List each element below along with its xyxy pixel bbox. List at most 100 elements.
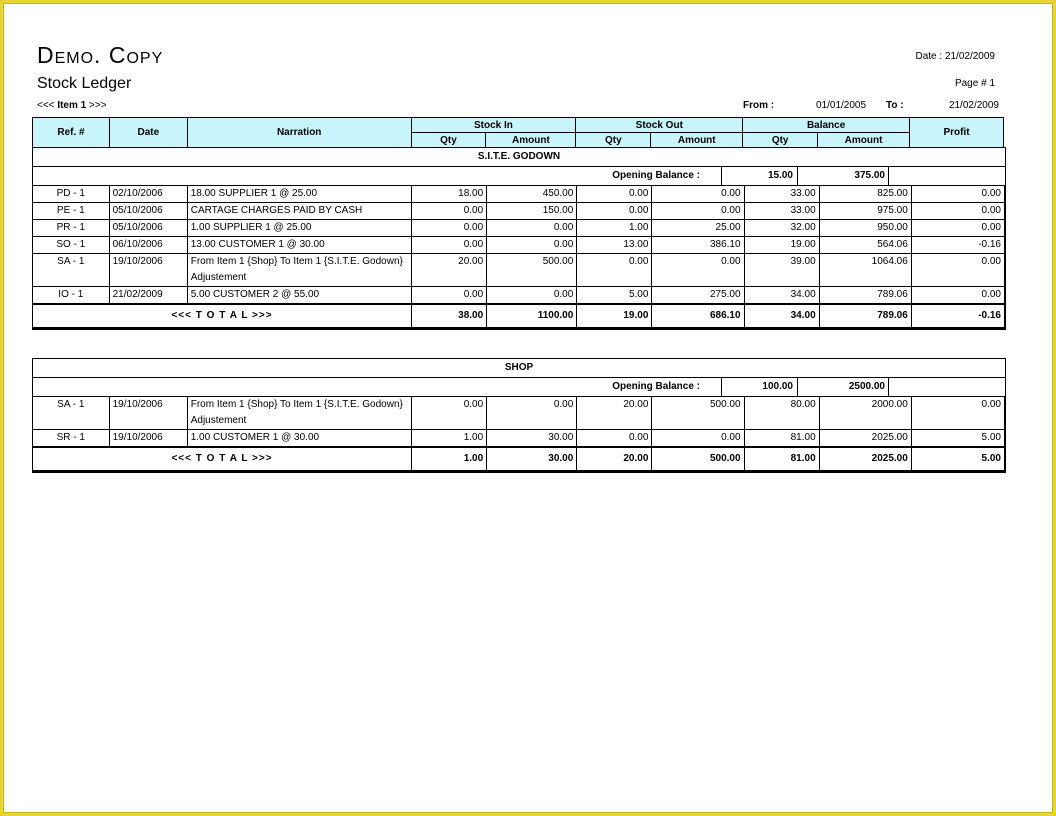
profit-cell: 0.00 [911,253,1006,287]
total-profit: 5.00 [911,446,1006,472]
date-cell: 05/10/2006 [109,202,188,220]
ref-cell: SR - 1 [33,429,110,448]
out-amount-cell: 25.00 [651,219,745,237]
bal-qty-cell: 33.00 [744,202,820,220]
in-amount-cell: 500.00 [486,253,578,287]
in-amount-cell: 30.00 [486,429,578,448]
total-bal-qty: 34.00 [744,303,820,329]
out-qty-cell: 0.00 [576,253,653,287]
out-amount-cell: 0.00 [651,429,745,448]
opening-amount: 375.00 [798,167,889,185]
in-amount-cell: 0.00 [486,236,578,254]
header-in-qty: Qty [410,132,487,148]
profit-cell: -0.16 [911,236,1006,254]
in-amount-cell: 0.00 [486,397,578,430]
header-stock-out: Stock Out [575,117,744,133]
narration-cell: 13.00 CUSTOMER 1 @ 30.00 [187,236,413,254]
total-label: <<< T O T A L >>> [33,303,413,329]
bal-qty-cell: 33.00 [744,186,820,203]
bal-amount-cell: 975.00 [819,202,912,220]
total-out-amount: 500.00 [651,446,745,472]
in-qty-cell: 0.00 [411,236,488,254]
header-out-qty: Qty [575,132,652,148]
in-qty-cell: 20.00 [411,253,488,287]
profit-cell: 5.00 [911,429,1006,448]
out-qty-cell: 0.00 [576,429,653,448]
narration-cell: CARTAGE CHARGES PAID BY CASH [187,202,413,220]
total-out-amount: 686.10 [651,303,745,329]
ref-cell: PD - 1 [33,186,110,203]
header-narration: Narration [186,117,412,148]
ledger-table: SA - 1 19/10/2006 From Item 1 {Shop} To It… [33,397,1006,472]
in-amount-cell: 0.00 [486,219,578,237]
header-bal-amount: Amount [817,132,911,148]
bal-qty-cell: 39.00 [744,253,820,287]
item-selector: <<< Item 1 >>> [37,100,107,111]
profit-cell: 0.00 [911,397,1006,430]
total-in-qty: 1.00 [411,446,488,472]
item-label: Item 1 [57,100,87,111]
print-date: Date : 21/02/2009 [915,51,995,62]
table-row: PR - 1 05/10/2006 1.00 SUPPLIER 1 @ 25.00 0… [33,219,1006,237]
section-site-godown: S.I.T.E. GODOWN Opening Balance : 15.00 … [32,147,1006,330]
out-qty-cell: 13.00 [576,236,653,254]
date-cell: 05/10/2006 [109,219,188,237]
from-label: From : [743,100,775,111]
opening-balance-row: Opening Balance : 100.00 2500.00 [33,378,1005,397]
total-row: <<< T O T A L >>> 38.00 1100.00 19.00 68… [33,303,1006,329]
header-profit: Profit [909,117,1004,148]
in-amount-cell: 450.00 [486,186,578,203]
date-cell: 02/10/2006 [109,186,188,203]
total-out-qty: 19.00 [576,303,653,329]
table-row: PD - 1 02/10/2006 18.00 SUPPLIER 1 @ 25.00… [33,186,1006,203]
table-row: IO - 1 21/02/2009 5.00 CUSTOMER 2 @ 55.00 0… [33,286,1006,305]
opening-amount: 2500.00 [798,378,889,396]
opening-qty: 15.00 [722,167,798,185]
from-label-wrap: From : [743,100,774,111]
out-amount-cell: 0.00 [651,202,745,220]
bal-qty-cell: 81.00 [744,429,820,448]
total-in-amount: 1100.00 [486,303,578,329]
to-label: To : [886,100,904,111]
bal-qty-cell: 19.00 [744,236,820,254]
narration-cell: 5.00 CUSTOMER 2 @ 55.00 [187,286,413,305]
profit-cell: 0.00 [911,286,1006,305]
section-title: S.I.T.E. GODOWN [33,148,1005,167]
header-in-amount: Amount [485,132,577,148]
total-out-qty: 20.00 [576,446,653,472]
out-amount-cell: 0.00 [651,186,745,203]
out-amount-cell: 0.00 [651,253,745,287]
report-title: Stock Ledger [37,75,132,92]
bal-qty-cell: 80.00 [744,397,820,430]
in-qty-cell: 18.00 [411,186,488,203]
report-page: Demo. Copy Stock Ledger <<< Item 1 >>> D… [3,3,1053,813]
header-balance: Balance [742,117,911,133]
total-bal-qty: 81.00 [744,446,820,472]
in-qty-cell: 0.00 [411,219,488,237]
ref-cell: SA - 1 [33,397,110,430]
date-cell: 21/02/2009 [109,286,188,305]
out-qty-cell: 0.00 [576,202,653,220]
date-cell: 19/10/2006 [109,429,188,448]
in-qty-cell: 0.00 [411,202,488,220]
bal-amount-cell: 2000.00 [819,397,912,430]
total-label: <<< T O T A L >>> [33,446,413,472]
brand-name: Demo. Copy [37,42,164,68]
section-title: SHOP [33,359,1005,378]
bal-qty-cell: 32.00 [744,219,820,237]
table-row: PE - 1 05/10/2006 CARTAGE CHARGES PAID BY … [33,202,1006,220]
ref-cell: PE - 1 [33,202,110,220]
total-bal-amount: 789.06 [819,303,912,329]
profit-cell: 0.00 [911,202,1006,220]
total-in-qty: 38.00 [411,303,488,329]
bal-amount-cell: 564.06 [819,236,912,254]
section-shop: SHOP Opening Balance : 100.00 2500.00 SA… [32,358,1006,473]
table-row: SO - 1 06/10/2006 13.00 CUSTOMER 1 @ 30.00… [33,236,1006,254]
narration-cell: 1.00 SUPPLIER 1 @ 25.00 [187,219,413,237]
total-in-amount: 30.00 [486,446,578,472]
header-out-amount: Amount [650,132,744,148]
table-row: SA - 1 19/10/2006 From Item 1 {Shop} To It… [33,397,1006,430]
page-label: Page # [954,78,987,89]
date-label: Date : [915,51,943,62]
in-amount-cell: 0.00 [486,286,578,305]
